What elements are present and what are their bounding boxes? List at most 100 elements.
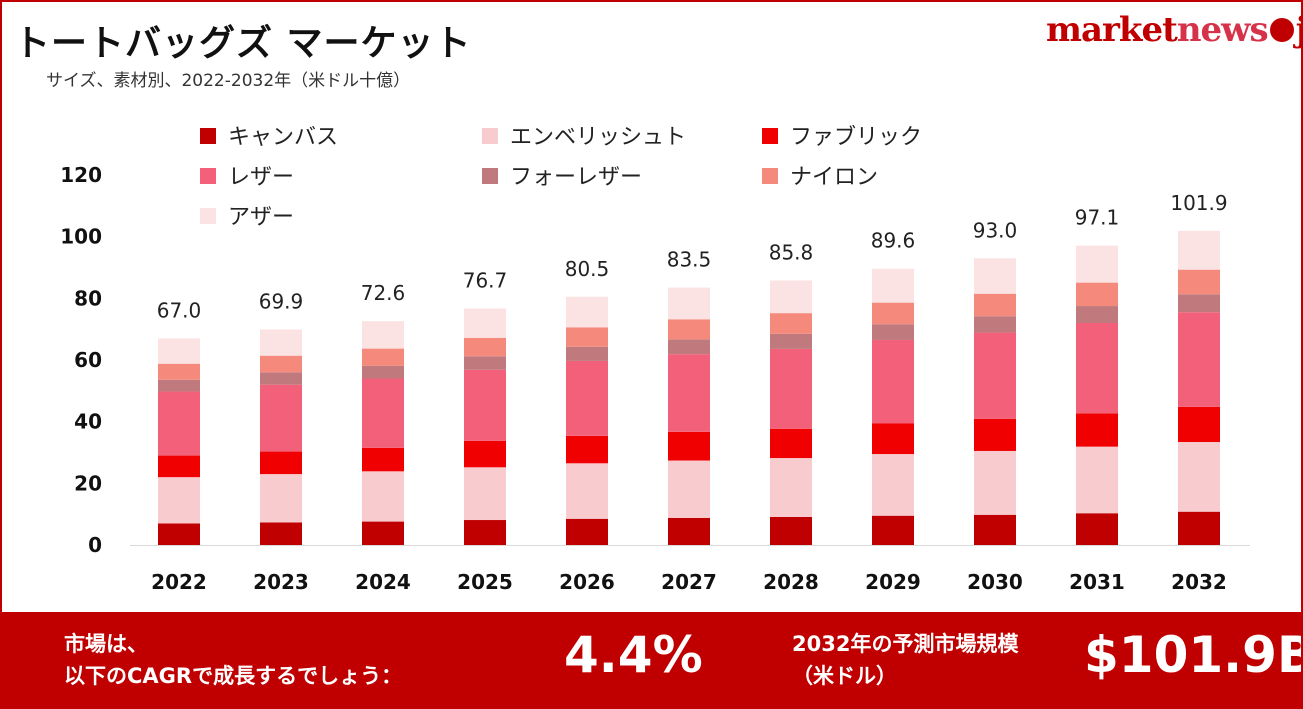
bar-segment-2022-series-4 xyxy=(158,379,200,392)
bar-segment-2022-series-3 xyxy=(158,391,200,456)
total-label: 93.0 xyxy=(973,218,1018,242)
bar-segment-2025-series-2 xyxy=(464,440,506,468)
bar-segment-2023-series-0 xyxy=(260,522,302,545)
x-tick-label: 2029 xyxy=(865,570,921,594)
brand-logo: marketnewsjp xyxy=(1046,10,1301,50)
bar-segment-2032-series-1 xyxy=(1178,442,1220,512)
y-tick-label: 20 xyxy=(74,471,102,495)
bar-segment-2031-series-0 xyxy=(1076,513,1118,545)
bar-segment-2024-series-5 xyxy=(362,348,404,366)
y-tick-label: 80 xyxy=(74,286,102,310)
legend-swatch-4 xyxy=(482,168,498,184)
bar-segment-2028-series-6 xyxy=(770,280,812,314)
total-label: 67.0 xyxy=(157,298,202,322)
logo-text-market: market xyxy=(1046,10,1178,50)
bar-segment-2027-series-3 xyxy=(668,354,710,432)
bar-segment-2028-series-0 xyxy=(770,516,812,545)
legend-swatch-0 xyxy=(200,128,216,144)
bar-segment-2027-series-6 xyxy=(668,287,710,320)
legend-swatch-1 xyxy=(482,128,498,144)
y-tick-label: 60 xyxy=(74,348,102,372)
logo-text-jp: jp xyxy=(1296,10,1301,50)
cagr-caption: 市場は、 以下のCAGRで成長するでしょう： xyxy=(64,628,402,692)
bar-segment-2026-series-4 xyxy=(566,346,608,361)
bar-segment-2023-series-1 xyxy=(260,474,302,523)
bar-segment-2028-series-2 xyxy=(770,428,812,459)
y-tick-label: 0 xyxy=(88,533,102,557)
bar-segment-2026-series-6 xyxy=(566,296,608,328)
bar-segment-2032-series-0 xyxy=(1178,511,1220,545)
bar-segment-2029-series-2 xyxy=(872,423,914,455)
legend-label: レザー xyxy=(228,165,294,190)
bar-segment-2028-series-3 xyxy=(770,348,812,429)
x-tick-label: 2028 xyxy=(763,570,819,594)
bar-segment-2026-series-0 xyxy=(566,518,608,545)
total-label: 80.5 xyxy=(565,257,610,281)
bar-segment-2023-series-4 xyxy=(260,372,302,385)
bar-segment-2030-series-2 xyxy=(974,418,1016,451)
bar-segment-2024-series-0 xyxy=(362,521,404,545)
bar-segment-2030-series-6 xyxy=(974,258,1016,294)
x-tick-label: 2031 xyxy=(1069,570,1125,594)
legend-swatch-2 xyxy=(762,128,778,144)
bar-segment-2025-series-3 xyxy=(464,369,506,441)
bar-segment-2027-series-0 xyxy=(668,517,710,545)
bar-segment-2022-series-0 xyxy=(158,523,200,545)
bar-segment-2024-series-6 xyxy=(362,321,404,349)
bar-segment-2026-series-3 xyxy=(566,360,608,436)
x-tick-label: 2024 xyxy=(355,570,411,594)
bar-segment-2032-series-3 xyxy=(1178,312,1220,407)
summary-banner: 市場は、 以下のCAGRで成長するでしょう： 4.4% 2032年の予測市場規模… xyxy=(2,612,1301,707)
bar-segment-2029-series-1 xyxy=(872,454,914,516)
bar-segment-2026-series-2 xyxy=(566,435,608,464)
x-tick-label: 2027 xyxy=(661,570,717,594)
bar-segment-2028-series-4 xyxy=(770,333,812,349)
bar-segment-2032-series-5 xyxy=(1178,269,1220,295)
total-label: 97.1 xyxy=(1075,206,1120,230)
y-tick-label: 120 xyxy=(60,163,102,187)
bar-segment-2029-series-3 xyxy=(872,339,914,424)
bar-segment-2031-series-1 xyxy=(1076,446,1118,514)
bar-segment-2026-series-1 xyxy=(566,463,608,519)
bar-segment-2027-series-1 xyxy=(668,460,710,518)
forecast-caption-line1: 2032年の予測市場規模 xyxy=(792,632,1019,656)
bar-segment-2030-series-0 xyxy=(974,514,1016,545)
cagr-caption-line1: 市場は、 xyxy=(64,632,148,656)
legend-swatch-5 xyxy=(762,168,778,184)
bar-segment-2023-series-2 xyxy=(260,451,302,475)
forecast-value: $101.9B xyxy=(1084,626,1303,684)
forecast-caption-line2: （米ドル） xyxy=(792,664,897,688)
bar-segment-2024-series-3 xyxy=(362,378,404,448)
bar-segment-2025-series-1 xyxy=(464,467,506,521)
total-label: 69.9 xyxy=(259,289,304,313)
bar-segment-2030-series-3 xyxy=(974,332,1016,419)
x-tick-label: 2025 xyxy=(457,570,513,594)
legend-label: ナイロン xyxy=(790,165,878,190)
bar-segment-2023-series-5 xyxy=(260,355,302,373)
total-label: 83.5 xyxy=(667,248,712,272)
chart-subtitle: サイズ、素材別、2022-2032年（米ドル十億） xyxy=(46,71,411,91)
bar-segment-2024-series-1 xyxy=(362,471,404,522)
total-label: 72.6 xyxy=(361,281,406,305)
bar-segment-2032-series-4 xyxy=(1178,294,1220,313)
bar-segment-2025-series-0 xyxy=(464,520,506,545)
total-label: 85.8 xyxy=(769,240,814,264)
bar-segment-2022-series-5 xyxy=(158,363,200,380)
bar-segment-2025-series-6 xyxy=(464,308,506,338)
x-tick-label: 2026 xyxy=(559,570,615,594)
x-tick-label: 2023 xyxy=(253,570,309,594)
bar-segment-2032-series-6 xyxy=(1178,230,1220,270)
x-tick-label: 2030 xyxy=(967,570,1023,594)
bar-segment-2031-series-6 xyxy=(1076,245,1118,283)
legend-label: ファブリック xyxy=(790,125,922,150)
bar-segment-2030-series-5 xyxy=(974,293,1016,317)
bar-segment-2027-series-5 xyxy=(668,319,710,340)
bar-segment-2027-series-2 xyxy=(668,431,710,461)
cagr-value: 4.4% xyxy=(564,626,703,684)
cagr-caption-line2: 以下のCAGRで成長するでしょう： xyxy=(64,664,403,688)
bar-segment-2029-series-6 xyxy=(872,268,914,303)
total-label: 89.6 xyxy=(871,229,916,253)
bar-segment-2027-series-4 xyxy=(668,339,710,355)
bar-segment-2025-series-4 xyxy=(464,356,506,370)
